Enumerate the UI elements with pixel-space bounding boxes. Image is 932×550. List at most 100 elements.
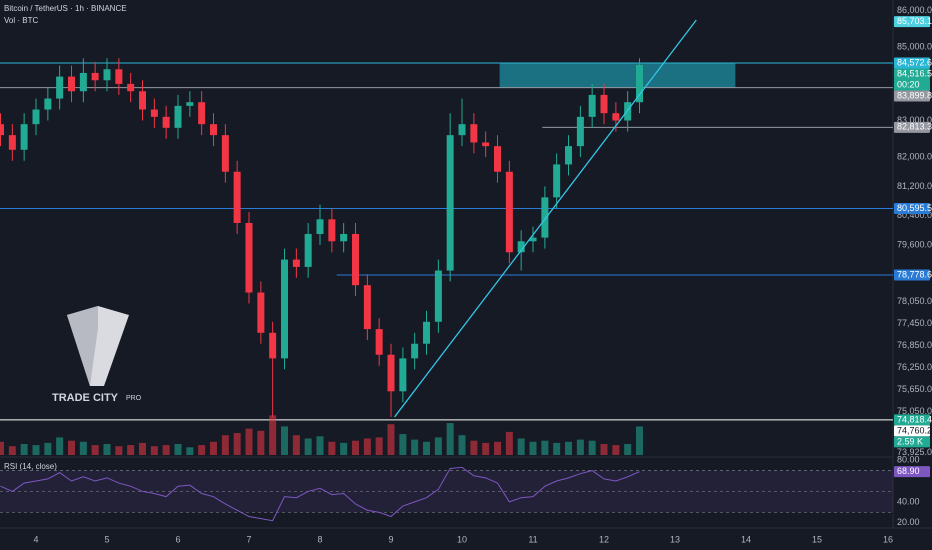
volume-bar — [352, 440, 360, 455]
candle-body — [198, 102, 206, 125]
candle-body — [375, 329, 383, 355]
price-badge-bg — [894, 16, 930, 28]
candle-body — [103, 69, 111, 81]
y-tick-label: 78,050.00 — [897, 296, 932, 306]
volume-bar — [541, 440, 549, 455]
volume-bar — [198, 445, 206, 455]
volume-bar — [434, 437, 442, 455]
volume-bar — [612, 445, 620, 455]
volume-bar — [553, 442, 561, 455]
volume-bar — [494, 441, 502, 455]
y-tick-label: 75,050.00 — [897, 406, 932, 416]
candle-body — [210, 124, 218, 136]
volume-bar — [115, 446, 123, 455]
price-badge: 78,778.60 — [897, 269, 932, 279]
logo-suffix: PRO — [126, 395, 142, 402]
candle-body — [588, 94, 596, 117]
trend-line — [394, 19, 697, 418]
volume-bar — [316, 436, 324, 455]
volume-bar — [162, 445, 170, 455]
candle-body — [174, 105, 182, 128]
volume-bar — [328, 441, 336, 455]
volume-bar — [588, 440, 596, 455]
candle-body — [245, 222, 253, 293]
volume-bar — [375, 437, 383, 455]
volume-bar — [292, 435, 300, 455]
supply-zone — [499, 62, 736, 88]
x-tick-label: 13 — [670, 534, 680, 544]
rsi-tick-label: 40.00 — [897, 496, 920, 506]
x-tick-label: 9 — [389, 534, 394, 544]
y-tick-label: 79,600.00 — [897, 239, 932, 249]
symbol-title: Bitcoin / TetherUS · 1h · BINANCE — [4, 4, 127, 13]
volume-bar — [340, 442, 348, 455]
volume-bar — [32, 445, 40, 455]
price-badge-bg — [894, 121, 930, 133]
price-badge: 74,760.23 — [897, 425, 932, 435]
candle-body — [565, 146, 573, 165]
x-tick-label: 12 — [599, 534, 609, 544]
volume-bar — [470, 440, 478, 455]
candle-body — [352, 233, 360, 286]
candle-body — [600, 94, 608, 114]
candle-body — [257, 292, 265, 333]
volume-bar — [174, 444, 182, 455]
candle-body — [269, 332, 277, 359]
candle-body — [517, 241, 525, 253]
volume-bar — [233, 433, 241, 455]
rsi-legend: RSI (14, close) — [4, 462, 57, 471]
price-badge: 85,703.10 — [897, 16, 932, 26]
volume-bar — [150, 446, 158, 455]
price-badge: 80,595.59 — [897, 203, 932, 213]
candle-body — [8, 135, 16, 150]
volume-bar — [103, 444, 111, 455]
countdown-bg — [894, 79, 930, 91]
volume-bar — [56, 437, 64, 455]
volume-bar — [387, 424, 395, 455]
price-badge-bg — [894, 425, 930, 437]
volume-bar — [363, 438, 371, 455]
candle-body — [221, 135, 229, 172]
y-tick-label: 73,925.00 — [897, 447, 932, 457]
rsi-badge: 68.90 — [897, 466, 920, 476]
y-tick-label: 76,250.00 — [897, 362, 932, 372]
candle-body — [162, 116, 170, 128]
volume-bar — [505, 431, 513, 455]
y-tick-label: 82,000.00 — [897, 151, 932, 161]
candle-body — [44, 98, 52, 110]
y-tick-label: 85,000.00 — [897, 42, 932, 52]
candle-body — [281, 259, 289, 359]
candle-body — [79, 72, 87, 92]
x-tick-label: 14 — [741, 534, 751, 544]
volume-bar — [636, 426, 644, 455]
candle-body — [446, 135, 454, 271]
price-badge-bg — [894, 90, 930, 102]
candle-body — [91, 72, 99, 81]
candle-body — [576, 116, 584, 147]
price-badge: 82,813.39 — [897, 122, 932, 132]
volume-bar — [257, 430, 265, 455]
volume-bar — [576, 439, 584, 455]
candle-body — [304, 233, 312, 267]
volume-badge: 2.59 K — [897, 436, 923, 446]
y-tick-label: 80,400.00 — [897, 210, 932, 220]
volume-bar — [565, 441, 573, 455]
volume-bar — [44, 442, 52, 455]
y-tick-label: 75,650.00 — [897, 384, 932, 394]
rsi-tick-label: 20.00 — [897, 517, 920, 527]
price-badge: 83,899.82 — [897, 90, 932, 100]
x-tick-label: 11 — [528, 534, 537, 544]
candle-body — [553, 164, 561, 198]
x-tick-label: 16 — [883, 534, 893, 544]
rsi-line — [0, 466, 640, 522]
candle-body — [470, 124, 478, 143]
volume-bar — [139, 442, 147, 455]
volume-bar — [517, 438, 525, 455]
volume-bar — [624, 444, 632, 455]
candle-body — [387, 354, 395, 392]
volume-bar — [281, 426, 289, 455]
price-badge: 84,516.50 — [897, 68, 932, 78]
y-tick-label: 76,850.00 — [897, 340, 932, 350]
rsi-tick-label: 80.00 — [897, 454, 920, 464]
